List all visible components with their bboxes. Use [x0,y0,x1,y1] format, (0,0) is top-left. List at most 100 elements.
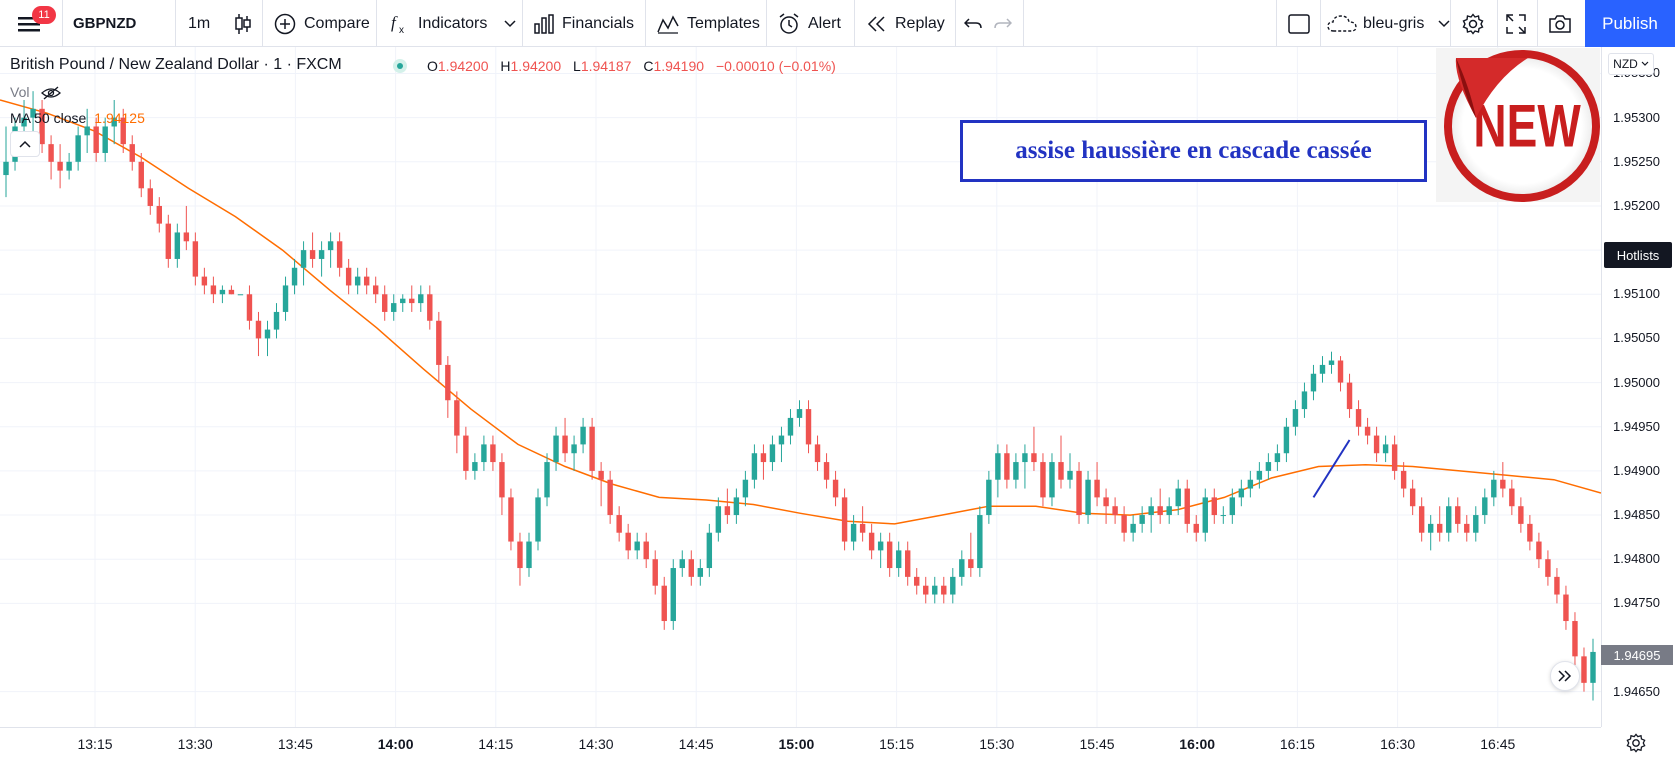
alert-button[interactable]: Alert [778,0,841,47]
price-axis[interactable] [1601,47,1675,727]
candle-body [228,289,235,295]
candle [886,532,893,577]
candle-body [697,568,704,577]
candle-body [580,426,586,445]
time-tick-label: 13:45 [277,736,313,752]
candle [661,576,667,630]
compare-label: Compare [304,14,370,32]
candle-body [941,585,947,595]
candle-body [914,576,920,586]
chart-style-button[interactable] [234,0,252,47]
redo-button[interactable] [994,0,1012,47]
candle-body [210,285,217,295]
snapshot-button[interactable] [1548,0,1572,47]
symbol-title[interactable]: British Pound / New Zealand Dollar · 1 ·… [10,56,342,73]
candle [1166,497,1172,524]
undo-button[interactable] [964,0,982,47]
candle [1572,612,1578,666]
price-tick-label: 1.94800 [1613,551,1660,567]
publish-button[interactable]: Publish [1585,0,1675,47]
candle [382,285,388,321]
settings-button[interactable] [1462,0,1484,47]
price-tick-label: 1.94950 [1613,418,1660,434]
time-axis[interactable]: 13:15 13:30 13:45 14:00 14:15 14:30 14:45 15:00… [0,727,1601,758]
cloud-icon [1327,14,1357,32]
candle-body [147,188,153,206]
candle [264,320,271,357]
candle-body [1527,523,1533,542]
menu-button[interactable] [18,0,40,47]
financials-label: Financials [562,14,635,32]
axis-settings-button[interactable] [1626,733,1646,758]
redo-icon [994,17,1012,28]
replay-button[interactable]: Replay [867,0,945,47]
price-chart[interactable] [0,47,1601,727]
candle-body [995,453,1001,480]
chart-pane[interactable] [0,47,1601,727]
candle [805,400,812,454]
ma-value: 1.94125 [94,110,145,126]
candle [1500,462,1506,498]
annotation-text-box[interactable]: assise haussière en cascade cassée [960,120,1427,182]
candle [499,453,505,516]
candle [895,541,902,577]
candle [210,276,217,304]
candle-body [255,320,262,339]
time-tick-label: 16:00 [1179,736,1216,752]
candle [1274,444,1281,471]
eye-off-icon[interactable] [41,86,62,100]
change-value: −0.00010 (−0.01%) [715,58,836,74]
candle-body [1211,497,1217,516]
financials-button[interactable]: Financials [534,0,634,47]
candle-body [382,294,388,312]
fullscreen-button[interactable] [1506,0,1526,47]
candle [1148,497,1154,533]
candle-body [832,479,839,498]
chevron-down-icon [504,19,516,27]
candle [228,285,235,295]
scroll-to-realtime-button[interactable] [1550,661,1580,691]
candle [138,152,144,198]
candle [84,108,90,153]
candle [282,276,289,321]
volume-indicator-label[interactable]: Vol [10,84,62,100]
candle [1031,426,1037,471]
collapse-legend-button[interactable] [10,131,40,157]
interval-button[interactable]: 1m [188,14,211,32]
layout-name-button[interactable]: bleu-gris [1327,0,1450,47]
candle [472,453,478,480]
candle [1373,426,1380,463]
candle [427,285,433,330]
candle [1058,435,1064,489]
indicators-dropdown[interactable] [504,0,516,47]
candle [1563,585,1569,630]
ma-indicator-label[interactable]: MA 50 close 1.94125 [10,110,145,126]
price-tick-label: 1.95250 [1613,153,1660,169]
candle-body [526,541,532,569]
time-tick-label: 13:30 [177,736,213,752]
candle-body [111,117,117,127]
candle [796,400,803,427]
candle [941,576,947,604]
candle-body [309,250,316,259]
candle [309,232,316,268]
candle [1211,488,1217,524]
candle [327,232,334,268]
hotlists-button[interactable]: Hotlists [1604,242,1672,268]
candle-body [165,223,172,259]
candle-body [1400,470,1407,489]
candle [679,550,685,577]
layout-select-button[interactable] [1288,0,1310,47]
candle-body [1193,523,1199,533]
candle [1310,364,1317,401]
svg-text:f: f [391,13,398,32]
rewind-icon [867,15,885,32]
candle-body [1175,488,1181,507]
compare-button[interactable]: Compare [274,0,370,47]
templates-button[interactable]: Templates [657,0,760,47]
symbol-search[interactable]: GBPNZD [73,15,137,32]
chevron-up-icon [19,140,31,148]
currency-button[interactable]: NZD [1608,53,1654,75]
